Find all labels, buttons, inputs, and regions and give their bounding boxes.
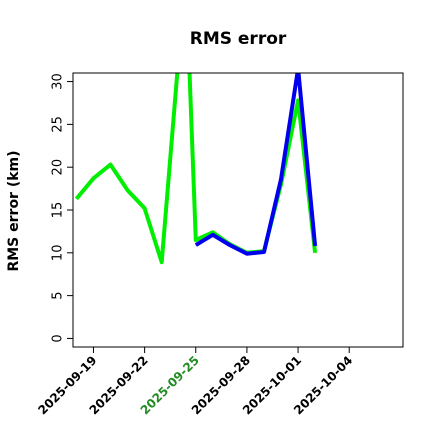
y-tick-label: 25 <box>51 116 66 133</box>
plot-area: 0510152025302025-09-192025-09-222025-09-… <box>35 72 404 417</box>
y-tick-label: 10 <box>51 245 66 262</box>
y-axis-label: RMS error (km) <box>6 150 22 271</box>
y-tick-label: 5 <box>51 291 66 299</box>
series-line-2 <box>194 73 318 256</box>
chart-title: RMS error <box>190 29 287 49</box>
y-tick-label: 20 <box>51 159 66 176</box>
plot-frame <box>72 72 404 348</box>
y-tick-label: 30 <box>51 73 66 90</box>
series-line-1 <box>74 73 318 265</box>
y-tick-label: 15 <box>51 202 66 219</box>
y-tick-label: 0 <box>51 334 66 342</box>
